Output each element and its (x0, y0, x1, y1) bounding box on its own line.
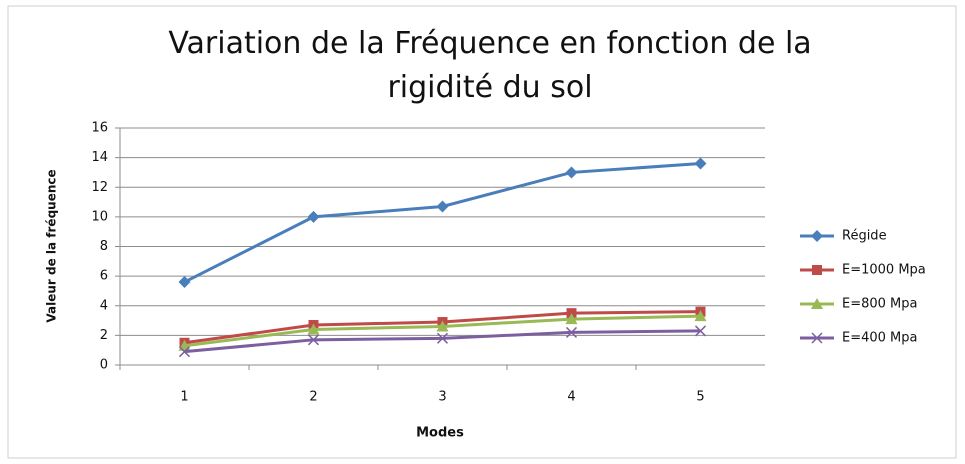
y-tick-label: 2 (100, 328, 108, 343)
chart-title: Variation de la Fréquence en fonction de… (168, 26, 812, 105)
marker (436, 320, 449, 332)
marker (812, 265, 822, 275)
x-axis-label: Modes (416, 426, 464, 441)
marker (436, 200, 449, 213)
chart-border (7, 5, 957, 459)
marker (811, 230, 823, 242)
marker (307, 323, 320, 335)
series-line (183, 162, 701, 284)
y-tick-label: 6 (100, 269, 108, 284)
series-line (184, 329, 701, 354)
x-tick-label: 4 (567, 390, 575, 405)
marker (436, 332, 449, 344)
marker (307, 334, 320, 346)
y-tick-label: 14 (91, 150, 108, 165)
legend-label: E=1000 Mpa (842, 263, 926, 278)
x-tick-label: 3 (438, 390, 446, 405)
x-tick-label: 5 (696, 390, 704, 405)
marker (178, 346, 191, 358)
marker (694, 310, 707, 322)
y-tick-label: 12 (91, 180, 108, 195)
y-tick-label: 16 (91, 121, 108, 136)
marker (694, 325, 707, 337)
y-tick-label: 0 (100, 358, 108, 373)
x-tick-label: 2 (309, 390, 317, 405)
y-axis-label: Valeur de la fréquence (45, 169, 59, 322)
marker (811, 332, 823, 344)
y-tick-label: 4 (100, 298, 108, 313)
marker (565, 326, 578, 338)
legend-label: E=800 Mpa (842, 297, 918, 312)
marker (565, 313, 578, 325)
marker (565, 166, 578, 179)
legend-label: Régide (842, 229, 887, 244)
marker (694, 157, 707, 170)
x-tick-label: 1 (180, 390, 188, 405)
y-tick-label: 8 (100, 239, 108, 254)
legend-label: E=400 Mpa (842, 331, 918, 346)
marker (307, 210, 320, 223)
y-tick-label: 10 (91, 209, 108, 224)
marker (178, 276, 191, 289)
marker (811, 298, 823, 309)
